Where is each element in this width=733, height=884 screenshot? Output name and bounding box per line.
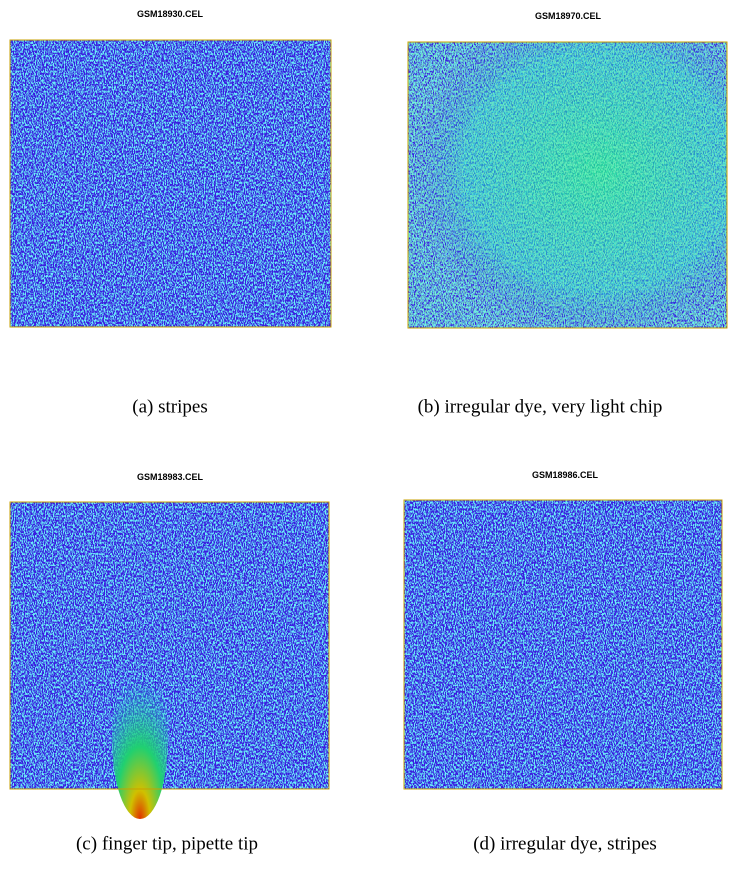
panel: GSM18983.CEL (c) finger tip, pipette tip (9, 472, 330, 854)
panels: GSM18930.CEL (a) stripes GSM18970.CEL (b) i… (9, 9, 728, 854)
chip-border (407, 41, 728, 329)
panel-caption: (d) irregular dye, stripes (473, 833, 657, 854)
chip-image (10, 40, 331, 327)
panel-title: GSM18970.CEL (535, 11, 602, 21)
dye-overlay (408, 42, 727, 328)
panel-caption: (c) finger tip, pipette tip (76, 833, 258, 854)
tip-blob (112, 659, 168, 819)
chip-image (404, 500, 722, 789)
panel-title: GSM18983.CEL (137, 472, 204, 482)
chip-border (9, 39, 332, 328)
chip-border (403, 499, 723, 790)
panel-caption: (b) irregular dye, very light chip (418, 396, 663, 417)
chip-border (9, 501, 330, 790)
panel-title: GSM18930.CEL (137, 9, 204, 19)
panel-caption: (a) stripes (132, 396, 207, 417)
chip-image (10, 502, 329, 789)
panel-title: GSM18986.CEL (532, 470, 599, 480)
panel: GSM18970.CEL (b) irregular dye, very ligh… (407, 11, 728, 417)
panel: GSM18986.CEL (d) irregular dye, stripes (403, 470, 723, 854)
panel: GSM18930.CEL (a) stripes (9, 9, 332, 417)
